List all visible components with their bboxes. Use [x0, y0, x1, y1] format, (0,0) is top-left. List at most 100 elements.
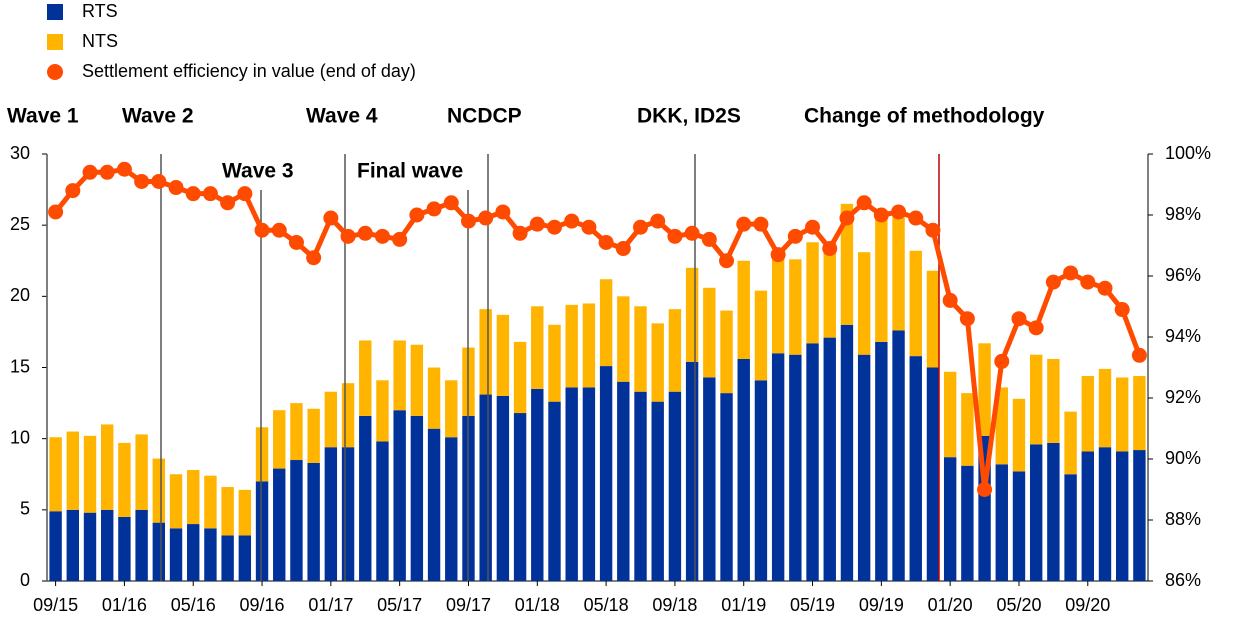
efficiency-point — [271, 222, 287, 238]
y2-tick-label: 94% — [1165, 326, 1201, 346]
efficiency-point — [959, 311, 975, 327]
efficiency-point — [994, 353, 1010, 369]
bar-rts — [720, 393, 733, 581]
bar-nts — [1047, 358, 1060, 443]
efficiency-point — [598, 234, 614, 250]
legend-swatch — [47, 4, 63, 20]
efficiency-point — [99, 164, 115, 180]
legend-label: Settlement efficiency in value (end of d… — [82, 61, 416, 81]
efficiency-point — [942, 292, 958, 308]
legend-label: RTS — [82, 1, 118, 21]
y2-tick-label: 92% — [1165, 387, 1201, 407]
bar-rts — [49, 511, 62, 581]
bar-nts — [754, 290, 768, 381]
bar-rts — [531, 388, 544, 581]
bar-nts — [187, 469, 200, 525]
bar-nts — [204, 475, 217, 529]
bar-nts — [548, 324, 561, 402]
bar-rts — [548, 401, 561, 581]
efficiency-point — [736, 216, 752, 232]
bar-nts — [823, 242, 836, 338]
bar-rts — [685, 361, 699, 581]
bar-nts — [531, 306, 544, 389]
bar-nts — [857, 252, 871, 355]
efficiency-point — [426, 201, 442, 217]
efficiency-point — [478, 210, 494, 226]
efficiency-point — [873, 207, 889, 223]
bar-rts — [1098, 447, 1112, 581]
bar-rts — [892, 330, 905, 581]
bar-rts — [875, 341, 888, 581]
annotation: Final wave — [357, 160, 463, 183]
bar-nts — [169, 474, 183, 529]
bar-rts — [1133, 450, 1146, 581]
bar-nts — [376, 380, 389, 442]
bar-rts — [703, 377, 716, 581]
bar-rts — [926, 367, 940, 581]
efficiency-point — [650, 213, 666, 229]
annotation: Wave 3 — [222, 160, 294, 183]
bar-nts — [978, 343, 991, 436]
bar-nts — [324, 391, 338, 448]
bar-nts — [685, 267, 699, 362]
bar-nts — [359, 340, 372, 416]
x-tick-label: 09/15 — [33, 595, 78, 615]
efficiency-point — [202, 186, 218, 202]
bar-rts — [823, 337, 836, 581]
bar-rts — [101, 509, 114, 581]
bar-rts — [1012, 471, 1026, 581]
bar-rts — [255, 481, 269, 581]
bar-rts — [909, 356, 922, 581]
x-tick-label: 05/17 — [377, 595, 422, 615]
y-tick-label: 25 — [10, 214, 30, 234]
annotation: DKK, ID2S — [637, 105, 741, 128]
bar-rts — [1064, 474, 1077, 581]
bar-nts — [1029, 354, 1043, 445]
efficiency-point — [977, 482, 993, 497]
efficiency-point — [82, 164, 98, 180]
bar-nts — [238, 489, 252, 536]
y-tick-label: 30 — [10, 143, 30, 163]
bar-rts — [118, 516, 131, 581]
x-tick-label: 01/17 — [308, 595, 353, 615]
bar-rts — [324, 447, 338, 581]
bar-nts — [1098, 368, 1112, 448]
efficiency-point — [220, 195, 236, 211]
efficiency-point — [822, 241, 838, 257]
bar-nts — [393, 340, 406, 411]
bar-rts — [961, 465, 974, 581]
bar-nts — [840, 203, 854, 325]
efficiency-point — [908, 210, 924, 226]
efficiency-point — [787, 228, 803, 244]
bar-nts — [101, 424, 114, 510]
bar-rts — [187, 524, 200, 581]
efficiency-point — [48, 204, 64, 220]
bar-nts — [496, 314, 510, 396]
bar-nts — [152, 458, 166, 523]
bar-rts — [376, 441, 389, 581]
bar-rts — [1047, 442, 1060, 581]
x-tick-label: 09/20 — [1065, 595, 1110, 615]
efficiency-point — [684, 225, 700, 241]
efficiency-point — [615, 241, 631, 257]
bar-nts — [49, 437, 62, 512]
efficiency-point — [925, 222, 941, 238]
efficiency-point — [357, 225, 373, 241]
y2-tick-label: 100% — [1165, 143, 1211, 163]
x-tick-label: 09/18 — [652, 595, 697, 615]
bar-nts — [290, 403, 303, 461]
efficiency-point — [633, 219, 649, 235]
bar-nts — [892, 212, 905, 331]
efficiency-point — [134, 173, 150, 189]
y2-tick-label: 86% — [1165, 570, 1201, 590]
legend-label: NTS — [82, 31, 118, 51]
efficiency-point — [116, 161, 132, 177]
x-tick-label: 05/18 — [584, 595, 629, 615]
efficiency-point — [564, 213, 580, 229]
x-tick-label: 09/17 — [446, 595, 491, 615]
bar-nts — [1081, 376, 1094, 452]
bar-rts — [290, 460, 303, 581]
bar-nts — [445, 380, 458, 438]
bar-nts — [1133, 376, 1146, 451]
